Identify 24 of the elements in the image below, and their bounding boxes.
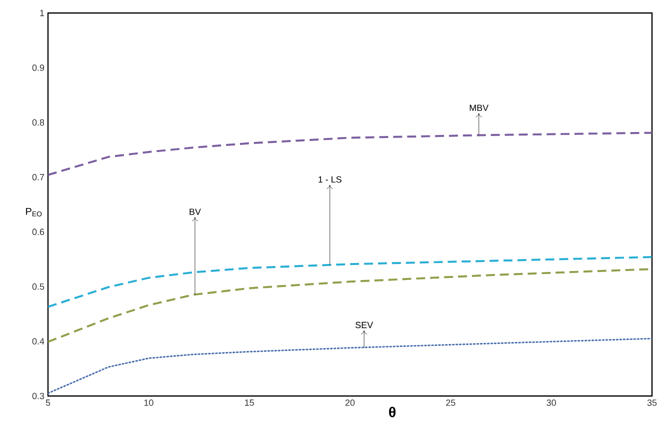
annotation: 1 - LS — [318, 176, 342, 183]
y-tick-label: 0.9 — [32, 64, 44, 71]
x-tick-label: 20 — [345, 400, 355, 406]
y-tick-label: 1 — [40, 10, 44, 16]
y-tick-label: 0.7 — [32, 174, 44, 180]
x-tick-label: 5 — [46, 400, 50, 406]
line-series — [48, 132, 652, 176]
line-series — [48, 256, 652, 308]
y-tick-label: 0.6 — [32, 228, 44, 236]
line-series — [48, 338, 652, 394]
x-tick-label: 10 — [144, 400, 154, 406]
y-tick-label: 0.5 — [32, 283, 44, 290]
annotation: MBV — [470, 104, 489, 111]
y-tick-label: 0.3 — [32, 392, 44, 400]
x-tick-label: 25 — [446, 400, 456, 406]
x-tick-label: 30 — [546, 400, 556, 406]
x-tick-label: 35 — [647, 400, 657, 406]
x-tick-label: 15 — [245, 400, 254, 406]
y-axis-title: P$_{EO}$ — [26, 208, 42, 216]
x-axis-title: θ — [389, 406, 396, 418]
annotation: SEV — [356, 322, 374, 328]
y-tick-label: 0.4 — [32, 338, 44, 344]
y-tick-label: 0.8 — [32, 119, 44, 126]
annotation: BV — [190, 208, 201, 215]
